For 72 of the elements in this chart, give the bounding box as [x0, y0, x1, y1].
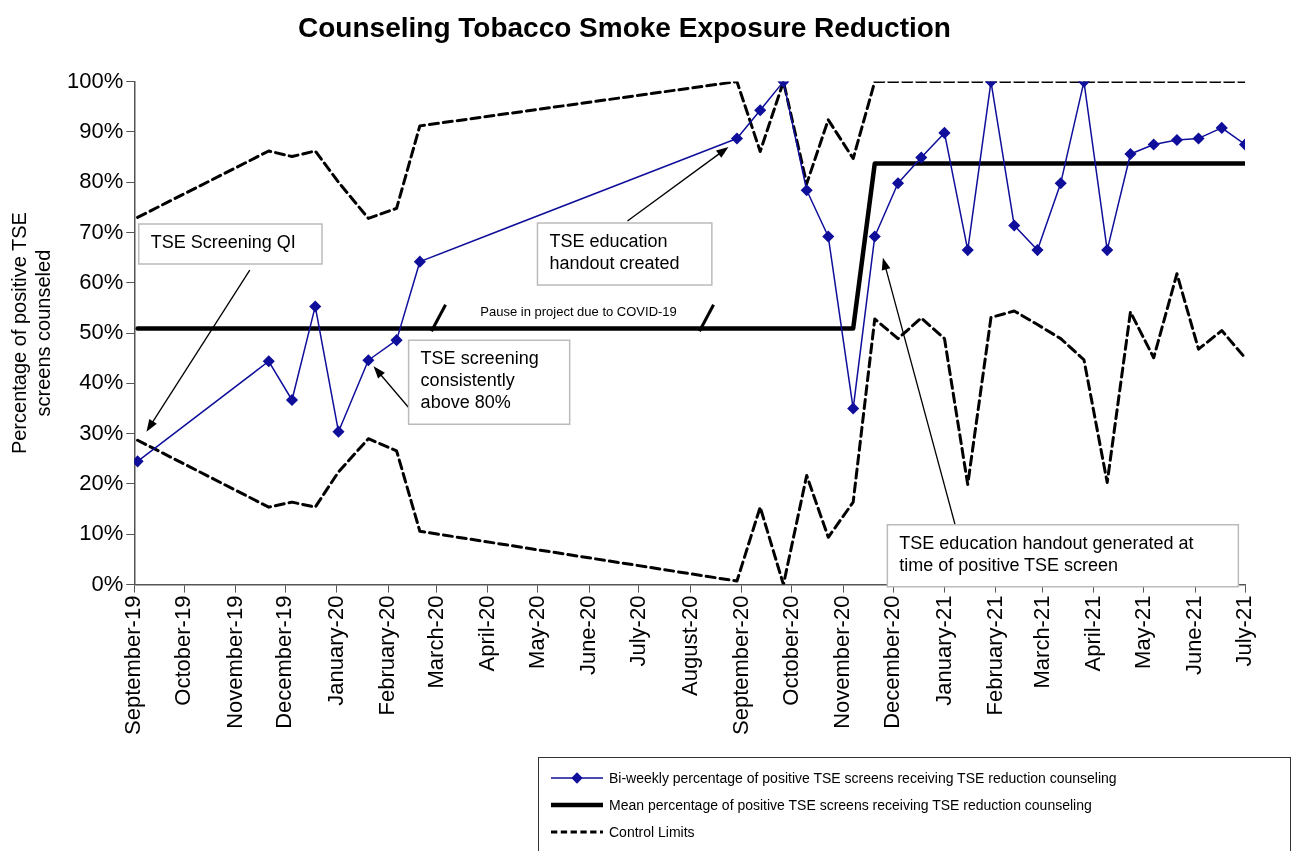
y-axis-title: Percentage of positive TSE screens counseled — [7, 212, 54, 455]
point — [286, 394, 298, 406]
annotation: TSE education handout generated at time of positive TSE screen — [899, 532, 1194, 575]
x-tick-label: June-21 — [1181, 595, 1207, 676]
point — [390, 334, 403, 346]
x-tick-label: October-19 — [170, 595, 196, 706]
y-tick-label: 0% — [91, 570, 124, 596]
point — [847, 402, 859, 415]
point — [1008, 219, 1020, 232]
x-tick-label: July-21 — [1231, 595, 1257, 667]
annotation: TSE screening consistently above 80% — [420, 348, 539, 413]
y-tick-label: 70% — [79, 218, 124, 244]
point — [1124, 148, 1137, 160]
point — [938, 127, 951, 139]
y-tick-label: 50% — [79, 319, 124, 345]
point — [1054, 177, 1067, 189]
point — [332, 425, 345, 438]
y-tick-label: 80% — [79, 168, 124, 194]
x-tick-label: February-20 — [374, 595, 400, 716]
y-tick-label: 30% — [79, 419, 124, 445]
y-tick-label: 20% — [79, 470, 124, 496]
point — [915, 151, 927, 164]
x-tick-label: October-20 — [777, 595, 803, 706]
x-tick-label: December-19 — [271, 595, 297, 729]
point — [1171, 134, 1183, 146]
point — [892, 177, 904, 189]
x-tick-label: September-19 — [120, 595, 146, 736]
legend-label: Bi-weekly percentage of positive TSE screens receiving TSE reduction counseling — [609, 769, 1117, 786]
line-series — [136, 81, 1245, 220]
point — [1031, 244, 1044, 256]
x-tick-label: September-20 — [728, 595, 753, 736]
x-tick-label: May-20 — [523, 595, 549, 669]
annotation: TSE education handout created — [549, 230, 680, 273]
x-tick-label: March-20 — [422, 595, 448, 689]
point — [800, 184, 813, 196]
point — [1216, 122, 1228, 134]
x-tick-label: April-20 — [473, 595, 499, 672]
x-tick-label: November-19 — [221, 595, 247, 729]
point — [869, 230, 881, 243]
point — [309, 300, 321, 313]
annotation: Pause in project due to COVID-19 — [480, 304, 677, 320]
point — [263, 355, 275, 368]
annotation: TSE Screening QI — [150, 231, 296, 252]
x-tick-label: January-21 — [930, 595, 956, 706]
y-tick-label: 10% — [79, 520, 124, 546]
x-tick-label: November-20 — [829, 595, 855, 729]
x-tick-label: February-21 — [982, 595, 1008, 716]
point — [1147, 138, 1160, 151]
chart-title: Counseling Tobacco Smoke Exposure Reduction — [298, 11, 951, 43]
point — [822, 230, 835, 243]
point — [362, 354, 375, 367]
point — [134, 455, 144, 468]
legend-label: Control Limits — [609, 823, 695, 840]
point — [1101, 244, 1113, 256]
x-tick-label: December-20 — [879, 595, 905, 729]
y-tick-label: 60% — [79, 268, 124, 294]
x-tick-label: August-20 — [676, 595, 702, 696]
y-tick-label: 90% — [79, 117, 124, 143]
point — [1192, 132, 1205, 145]
x-tick-label: June-20 — [575, 595, 601, 676]
point — [731, 132, 743, 145]
x-tick-label: March-21 — [1028, 595, 1054, 689]
y-tick-label: 100% — [66, 67, 124, 93]
x-tick-label: July-20 — [625, 595, 651, 667]
point — [961, 244, 974, 256]
point — [414, 255, 426, 268]
x-tick-label: January-20 — [322, 595, 348, 706]
x-tick-label: May-21 — [1129, 595, 1155, 669]
y-tick-label: 40% — [79, 369, 124, 395]
x-tick-label: April-21 — [1079, 595, 1105, 672]
legend-label: Mean percentage of positive TSE screens receiving TSE reduction counseling — [609, 796, 1092, 813]
point — [754, 104, 766, 117]
